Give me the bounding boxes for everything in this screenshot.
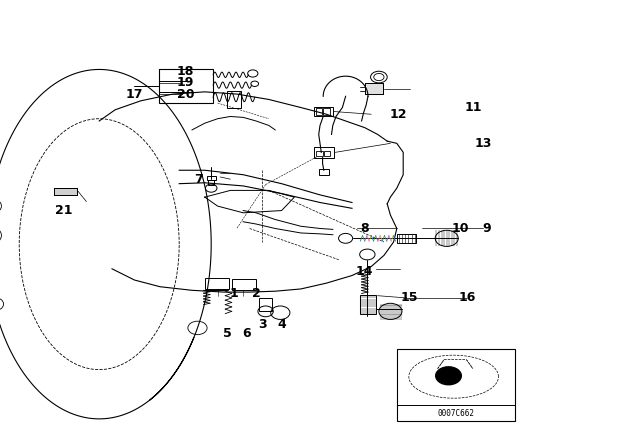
- Bar: [208, 180, 214, 185]
- Bar: [259, 298, 272, 311]
- Bar: [365, 83, 383, 94]
- Circle shape: [251, 81, 259, 86]
- Text: 21: 21: [55, 204, 73, 217]
- Bar: [365, 83, 383, 94]
- Bar: [319, 169, 329, 175]
- Text: 10: 10: [452, 222, 470, 235]
- Text: 13: 13: [474, 137, 492, 150]
- Text: 0007C662: 0007C662: [438, 409, 474, 418]
- Text: 7: 7: [194, 172, 203, 186]
- Bar: [324, 151, 330, 156]
- Text: 9: 9: [482, 222, 491, 235]
- Bar: [314, 107, 333, 116]
- Bar: [314, 147, 334, 158]
- Text: 8: 8: [360, 222, 369, 235]
- Text: 15: 15: [401, 291, 419, 305]
- Bar: [54, 188, 77, 195]
- Text: 19: 19: [177, 76, 195, 90]
- Bar: [397, 349, 515, 421]
- Bar: [54, 188, 77, 195]
- Text: 1: 1: [229, 287, 238, 300]
- Text: 16: 16: [458, 291, 476, 305]
- Circle shape: [436, 367, 461, 385]
- Bar: [316, 108, 322, 115]
- Bar: [316, 151, 323, 156]
- Bar: [207, 176, 216, 180]
- Bar: [227, 91, 241, 108]
- Bar: [360, 295, 376, 314]
- Text: 4: 4: [277, 318, 286, 332]
- Bar: [232, 279, 256, 290]
- Text: 20: 20: [177, 87, 195, 101]
- Text: 6: 6: [242, 327, 251, 340]
- Text: 12: 12: [389, 108, 407, 121]
- Text: 17: 17: [125, 87, 143, 101]
- Text: 18: 18: [177, 65, 195, 78]
- Text: 14: 14: [356, 264, 374, 278]
- Bar: [205, 278, 229, 289]
- Text: 5: 5: [223, 327, 232, 340]
- Bar: [159, 69, 213, 103]
- Text: 11: 11: [465, 101, 483, 114]
- Bar: [323, 108, 330, 115]
- Bar: [397, 234, 416, 243]
- Circle shape: [248, 70, 258, 77]
- Text: 2: 2: [252, 287, 260, 300]
- Text: 3: 3: [258, 318, 267, 332]
